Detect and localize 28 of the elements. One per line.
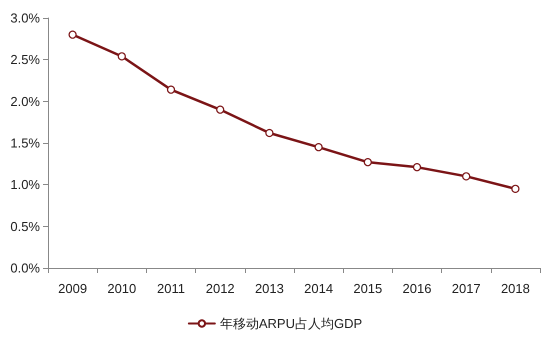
point — [68, 30, 77, 39]
point — [166, 86, 176, 94]
legend-label: 年移动ARPU占人均GDP — [220, 316, 362, 331]
y-tick-label: 1.5% — [10, 136, 40, 150]
y-tick-label: 2.5% — [10, 52, 40, 68]
point — [462, 172, 470, 180]
x-tick-label: 2010 — [107, 281, 136, 296]
point — [216, 106, 224, 114]
y-tick-label: 2.0% — [10, 94, 40, 109]
x-tick-label: 2018 — [500, 281, 530, 296]
point — [364, 158, 372, 166]
x-tick-label: 2017 — [452, 281, 481, 296]
point — [511, 184, 520, 193]
point — [314, 143, 323, 152]
x-tick-label: 2009 — [58, 281, 88, 296]
x-tick-label: 2016 — [402, 281, 432, 296]
x-tick-label: 2011 — [157, 281, 185, 296]
x-tick-label: 2015 — [353, 281, 382, 296]
y-tick-label: 0.5% — [10, 218, 40, 234]
x-tick-label: 2013 — [254, 281, 284, 296]
y-tick-label: 3.0% — [10, 10, 40, 26]
x-tick-label: 2012 — [206, 281, 235, 296]
point — [265, 128, 274, 138]
x-tick-label: 2014 — [304, 281, 334, 296]
y-tick-label: 1.0% — [10, 177, 40, 192]
point — [118, 52, 126, 60]
y-tick-label: 0.0% — [10, 260, 40, 276]
point — [412, 163, 422, 172]
